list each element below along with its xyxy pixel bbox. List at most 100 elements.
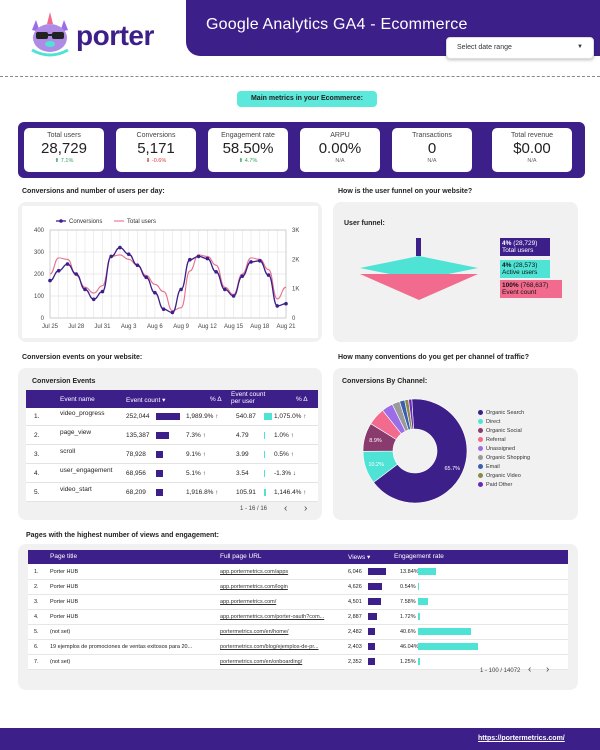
user-funnel-chart[interactable]: [340, 230, 570, 330]
section-title-conv-events: Conversion events on your website:: [22, 354, 143, 361]
page-row[interactable]: 4. Porter HUB app.portermetrics.com/porter…: [28, 609, 568, 625]
page-url-link[interactable]: app.portermetrics.com/login: [220, 584, 288, 590]
date-range-select[interactable]: Select date range ▼: [446, 37, 594, 59]
conversions-point: [249, 260, 253, 264]
pie-legend-item[interactable]: Organic Search: [478, 410, 524, 416]
pie-legend-item[interactable]: Organic Shopping: [478, 455, 530, 461]
pie-legend-item[interactable]: Referral: [478, 437, 506, 443]
legend-label-conversions: Conversions: [69, 219, 102, 225]
col-header-count-per-user[interactable]: Event count per user: [231, 391, 266, 405]
conversions-point: [118, 245, 122, 250]
pie-legend-item[interactable]: Unassigned: [478, 446, 515, 452]
conversions-point: [83, 287, 87, 292]
x-tick-label: Jul 28: [68, 324, 85, 330]
page-views: 2,352: [348, 659, 362, 665]
metrics-panel: Total users 28,729 ⬆ 7.1% Conversions 5,…: [18, 122, 585, 178]
page-url-link[interactable]: portermetrics.com/blog/ejemplos-de-pr...: [220, 644, 319, 650]
event-per-user-bar: [264, 489, 266, 496]
metric-card-total-users: Total users 28,729 ⬆ 7.1%: [24, 128, 104, 172]
page-row[interactable]: 2. Porter HUB app.portermetrics.com/login 4…: [28, 579, 568, 595]
event-count-bar: [156, 470, 163, 477]
event-name: video_start: [60, 486, 92, 493]
page-url-link[interactable]: app.portermetrics.com/apps: [220, 569, 289, 575]
col-header-views[interactable]: Views ▾: [348, 554, 371, 561]
legend-label-total-users: Total users: [127, 219, 156, 225]
conversions-point: [161, 307, 166, 311]
page-row[interactable]: 1. Porter HUB app.portermetrics.com/apps 6,…: [28, 564, 568, 580]
metric-label: Conversions: [136, 132, 176, 139]
event-count-bar: [156, 413, 180, 420]
conversions-users-line-chart[interactable]: 0 100 200 300 400 0 1K 2K 3K Jul 25 Jul 28 Jul 31 Au…: [22, 206, 318, 338]
legend-dot-icon: [478, 446, 483, 452]
page-row[interactable]: 6. 19 ejemplos de promociones de ventas e…: [28, 639, 568, 655]
col-header-pct-delta-2[interactable]: % Δ: [296, 396, 308, 403]
row-index: 6.: [34, 644, 39, 650]
col-header-engagement-rate[interactable]: Engagement rate: [394, 553, 444, 560]
conversions-by-channel-pie[interactable]: 65.7% 10.2% 8.9%: [360, 396, 470, 506]
chevron-right-icon[interactable]: ›: [546, 664, 550, 675]
page-url-link[interactable]: portermetrics.com/en/onboarding/: [220, 659, 303, 665]
chevron-down-icon[interactable]: ▼: [577, 44, 583, 50]
chevron-right-icon[interactable]: ›: [304, 503, 308, 514]
event-count: 68,209: [126, 489, 146, 496]
conversions-point: [179, 287, 183, 292]
row-index: 5.: [34, 489, 40, 496]
engagement-rate: 0.54%: [400, 584, 416, 590]
conversions-point: [240, 274, 245, 278]
col-header-page-url[interactable]: Full page URL: [220, 553, 262, 560]
pie-legend-item[interactable]: Direct: [478, 419, 500, 425]
engagement-rate: 13.84%: [400, 569, 419, 575]
event-row[interactable]: 5. video_start 68,209 1,916.8% ↑ 105.91 1,146…: [26, 484, 318, 502]
pie-legend-item[interactable]: Email: [478, 464, 500, 470]
footer-link[interactable]: https://portermetrics.com/: [478, 735, 565, 742]
metric-value: 0.00%: [318, 140, 362, 157]
page-views: 4,626: [348, 584, 362, 590]
metric-label: Total users: [47, 132, 81, 139]
page-url-link[interactable]: portermetrics.com/en/home/: [220, 629, 289, 635]
unicorn-cat-logo-icon: [31, 12, 69, 57]
conversions-point: [135, 263, 140, 267]
page-row[interactable]: 3. Porter HUB app.portermetrics.com/4,501 7…: [28, 594, 568, 610]
chevron-left-icon[interactable]: ‹: [284, 503, 288, 514]
legend-label: Organic Video: [486, 473, 521, 479]
event-count: 135,387: [126, 432, 150, 439]
conversions-point: [65, 262, 70, 266]
event-row[interactable]: 1. video_progress 252,044 1,989.9% ↑ 540.87 1…: [26, 408, 318, 426]
views-bar: [368, 598, 382, 605]
col-header-event-name[interactable]: Event name: [60, 396, 95, 403]
x-tick-label: Aug 6: [147, 324, 163, 330]
y-right-tick: 0: [292, 316, 296, 322]
legend-dot-conversions: [59, 219, 63, 223]
engagement-rate: 46.04%: [400, 644, 419, 650]
page-url-link[interactable]: app.portermetrics.com/porter-oauth?com..…: [220, 614, 325, 620]
views-bar: [368, 658, 375, 665]
metric-delta: ⬆ 4.7%: [238, 158, 258, 164]
event-row[interactable]: 2. page_view 135,387 7.3% ↑ 4.79 1.0% ↑: [26, 427, 318, 445]
metric-value: 5,171: [137, 140, 175, 157]
chevron-left-icon[interactable]: ‹: [528, 664, 532, 675]
col-header-page-title[interactable]: Page title: [50, 553, 78, 560]
event-per-user: 540.87: [236, 413, 256, 420]
event-row[interactable]: 3. scroll 78,928 9.1% ↑ 3.99 0.5% ↑: [26, 446, 318, 464]
page-views: 2,482: [348, 629, 362, 635]
pie-legend-item[interactable]: Organic Social: [478, 428, 522, 434]
event-row[interactable]: 4. user_engagement 68,956 5.1% ↑ 3.54 -1.3% ↓: [26, 465, 318, 483]
pages-table-header: Page title Full page URL Views ▾ Engagem…: [28, 550, 568, 564]
page-title: Porter HUB: [50, 614, 79, 620]
page-row[interactable]: 7. (not set) portermetrics.com/en/onboardi…: [28, 654, 568, 670]
porter-logo-text[interactable]: porter: [76, 20, 154, 51]
y-left-tick: 300: [34, 250, 45, 256]
pie-legend-item[interactable]: Paid Other: [478, 482, 512, 488]
pie-slice-label: 8.9%: [369, 438, 382, 444]
pie-legend-item[interactable]: Organic Video: [478, 473, 521, 479]
conversions-point: [188, 257, 192, 262]
col-header-event-count[interactable]: Event count ▾: [126, 397, 166, 404]
legend-dot-icon: [478, 410, 483, 416]
col-header-pct-delta[interactable]: % Δ: [210, 396, 222, 403]
page-row[interactable]: 5. (not set) portermetrics.com/en/home/2,4…: [28, 624, 568, 640]
event-count-bar: [156, 432, 169, 439]
legend-label: Unassigned: [486, 446, 516, 452]
y-left-tick: 0: [41, 316, 45, 322]
row-index: 2.: [34, 432, 40, 439]
page-url-link[interactable]: app.portermetrics.com/: [220, 599, 277, 605]
